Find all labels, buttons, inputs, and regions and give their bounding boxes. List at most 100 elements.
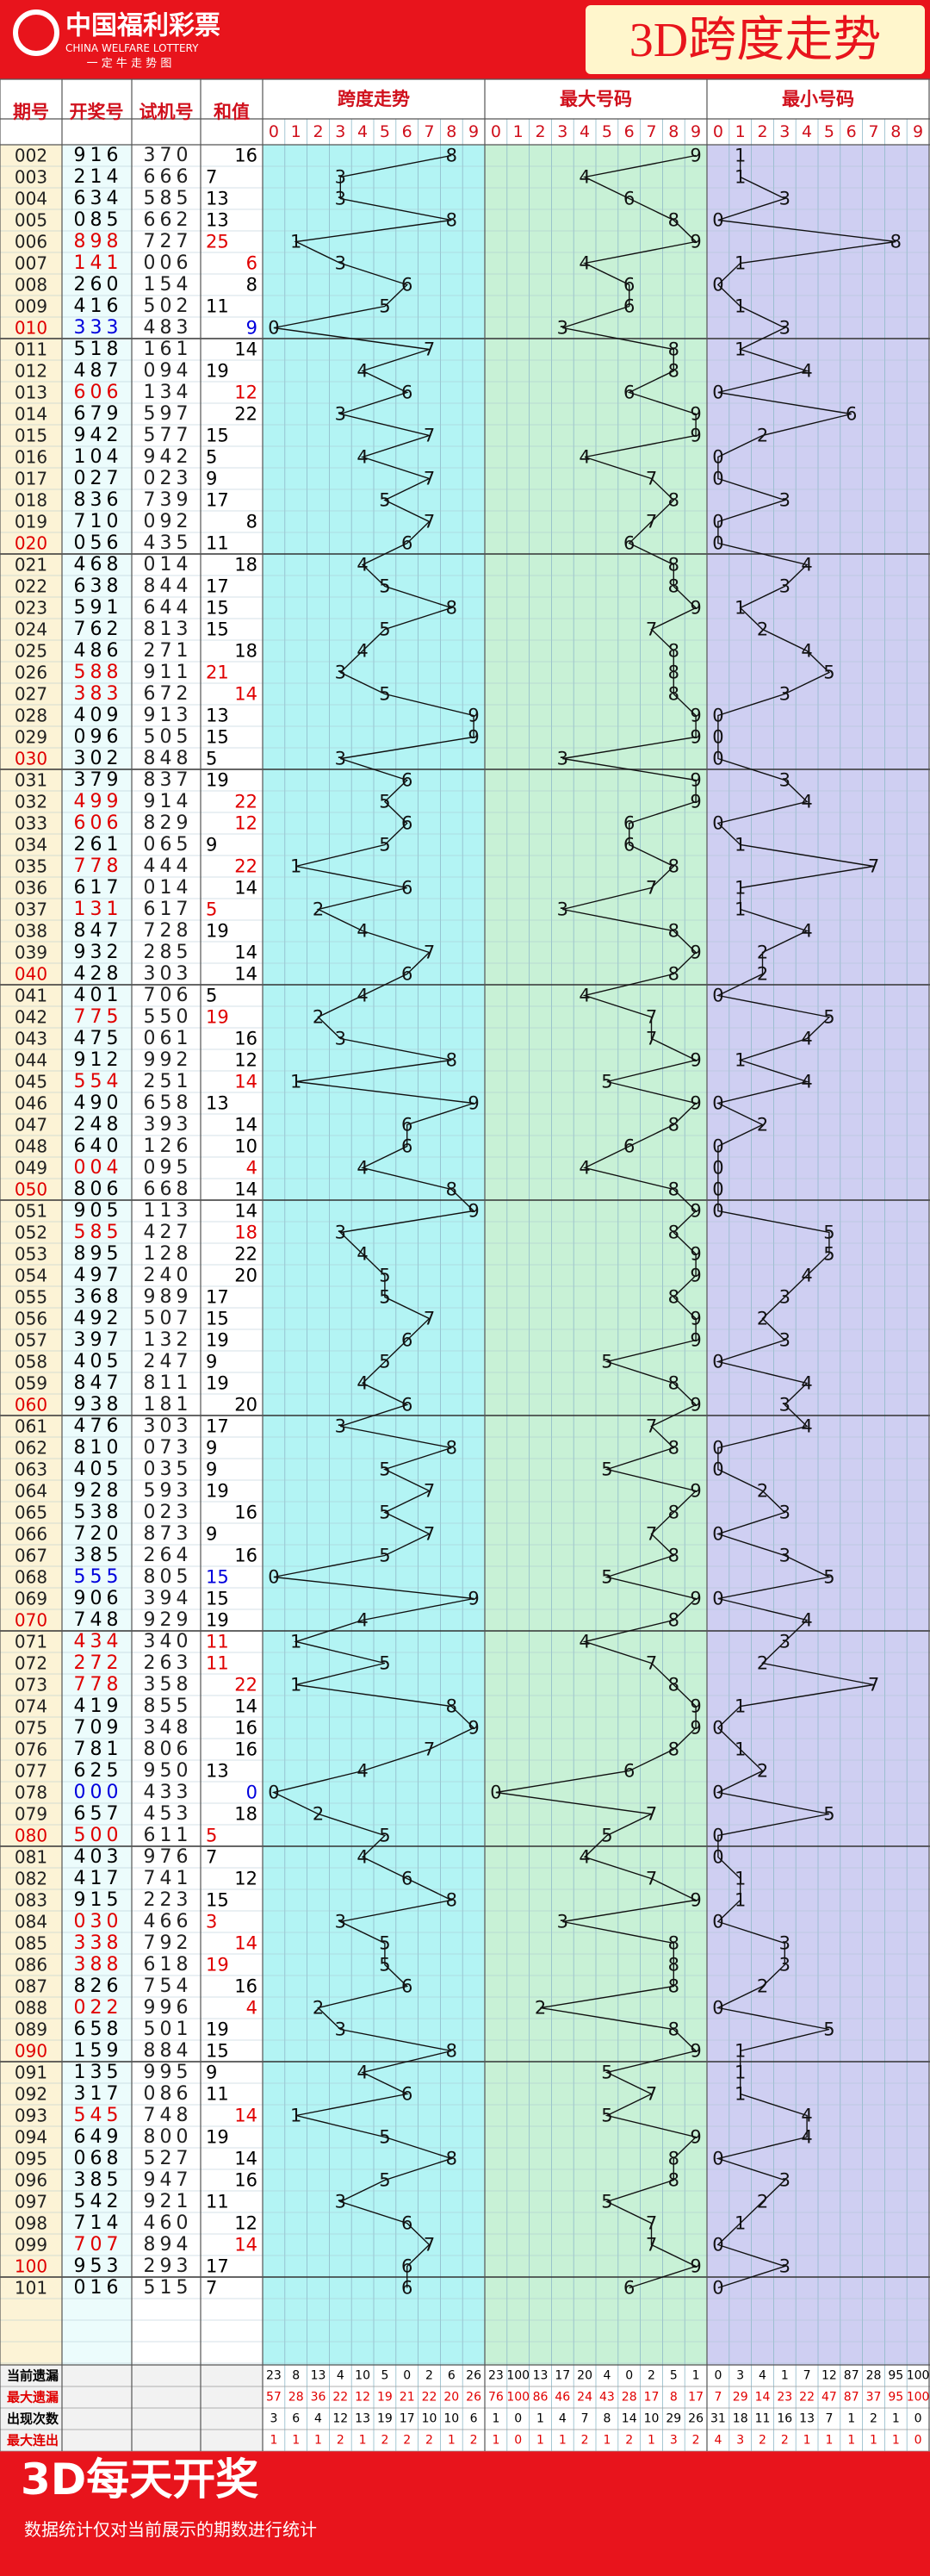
span-value: 6 <box>401 878 412 899</box>
span-value: 6 <box>401 1395 412 1416</box>
period: 041 <box>15 986 47 1006</box>
period: 049 <box>15 1158 47 1179</box>
test-number: 453 <box>144 1803 193 1825</box>
span-value: 8 <box>446 1438 457 1459</box>
stat-value: 95 <box>888 2369 903 2383</box>
period: 037 <box>15 899 47 920</box>
span-value: 4 <box>356 2063 368 2083</box>
max-value: 5 <box>601 2063 612 2083</box>
test-number: 507 <box>144 1308 193 1329</box>
footer-note: 数据统计仅对当前展示的期数进行统计 <box>24 2519 317 2540</box>
stat-value: 100 <box>506 2369 530 2383</box>
max-value: 7 <box>646 878 657 899</box>
min-value: 1 <box>735 1050 746 1071</box>
span-value: 3 <box>335 2019 346 2040</box>
period: 056 <box>15 1309 47 1329</box>
min-value: 0 <box>712 706 723 726</box>
min-value: 1 <box>735 167 746 188</box>
max-value: 9 <box>690 1589 701 1609</box>
min-value: 2 <box>757 964 768 985</box>
draw-number: 497 <box>74 1265 123 1286</box>
max-value: 7 <box>646 512 657 532</box>
max-value: 4 <box>579 1632 590 1652</box>
test-number: 813 <box>144 619 193 640</box>
sum-value: 9 <box>206 835 217 856</box>
draw-number: 302 <box>74 748 123 769</box>
min-value: 3 <box>779 684 790 705</box>
test-number: 706 <box>144 985 193 1006</box>
test-number: 754 <box>144 1976 193 1997</box>
draw-number: 317 <box>74 2083 123 2105</box>
stat-value: 16 <box>777 2412 792 2426</box>
period: 045 <box>15 1072 47 1092</box>
span-value: 3 <box>335 253 346 274</box>
test-number: 094 <box>144 360 193 382</box>
stat-value: 0 <box>514 2412 522 2426</box>
min-value: 1 <box>735 1869 746 1889</box>
sum-value: 18 <box>234 1804 257 1825</box>
min-value: 1 <box>735 2041 746 2062</box>
trend-line <box>271 154 475 2288</box>
period: 096 <box>15 2170 47 2191</box>
test-number: 293 <box>144 2256 193 2277</box>
draw-number: 585 <box>74 1222 123 1243</box>
span-value: 5 <box>379 2127 390 2148</box>
draw-number: 141 <box>74 252 123 274</box>
sum-value: 16 <box>234 1718 257 1739</box>
min-value: 3 <box>779 576 790 597</box>
draw-number: 056 <box>74 532 123 554</box>
max-value: 9 <box>690 727 701 748</box>
max-value: 9 <box>690 1266 701 1286</box>
stat-value: 0 <box>914 2412 922 2426</box>
min-value: 3 <box>779 1287 790 1308</box>
draw-number: 385 <box>74 1545 123 1566</box>
draw-number: 135 <box>74 2062 123 2083</box>
span-value: 8 <box>446 146 457 166</box>
min-value: 1 <box>735 296 746 317</box>
period: 030 <box>15 749 47 769</box>
max-value: 8 <box>668 490 679 511</box>
test-number: 728 <box>144 920 193 942</box>
max-value: 4 <box>579 447 590 468</box>
max-value: 5 <box>601 2106 612 2126</box>
test-number: 427 <box>144 1222 193 1243</box>
max-value: 4 <box>579 1847 590 1868</box>
sum-value: 16 <box>234 1739 257 1760</box>
draw-number: 847 <box>74 920 123 942</box>
min-value: 0 <box>712 1158 723 1179</box>
span-value: 8 <box>446 2149 457 2169</box>
period: 082 <box>15 1869 47 1889</box>
max-value: 7 <box>646 1869 657 1889</box>
draw-number: 486 <box>74 640 123 662</box>
stat-value: 1 <box>847 2412 855 2426</box>
test-number: 837 <box>144 769 193 791</box>
draw-number: 030 <box>74 1911 123 1932</box>
period: 027 <box>15 684 47 705</box>
period: 053 <box>15 1244 47 1265</box>
sum-value: 19 <box>206 1330 229 1351</box>
draw-number: 434 <box>74 1631 123 1652</box>
period: 046 <box>15 1093 47 1114</box>
period: 028 <box>15 706 47 726</box>
sum-value: 17 <box>206 1287 229 1308</box>
stat-value: 29 <box>666 2412 681 2426</box>
sum-value: 9 <box>206 1352 217 1372</box>
test-number: 240 <box>144 1265 193 1286</box>
section-header: 最大号码 <box>560 89 632 109</box>
period: 031 <box>15 770 47 791</box>
digit-header: 1 <box>735 122 746 141</box>
sum-value: 20 <box>234 1266 257 1286</box>
max-value: 8 <box>668 1610 679 1631</box>
sum-value: 9 <box>206 1459 217 1480</box>
digit-header: 9 <box>691 122 701 141</box>
span-value: 4 <box>356 1244 368 1265</box>
sum-value: 5 <box>206 447 217 468</box>
min-value: 0 <box>712 1136 723 1157</box>
draw-number: 417 <box>74 1868 123 1889</box>
span-value: 1 <box>290 232 301 252</box>
sum-value: 5 <box>206 899 217 920</box>
min-value: 2 <box>757 1761 768 1782</box>
period: 075 <box>15 1718 47 1739</box>
stat-value: 1 <box>603 2434 611 2448</box>
